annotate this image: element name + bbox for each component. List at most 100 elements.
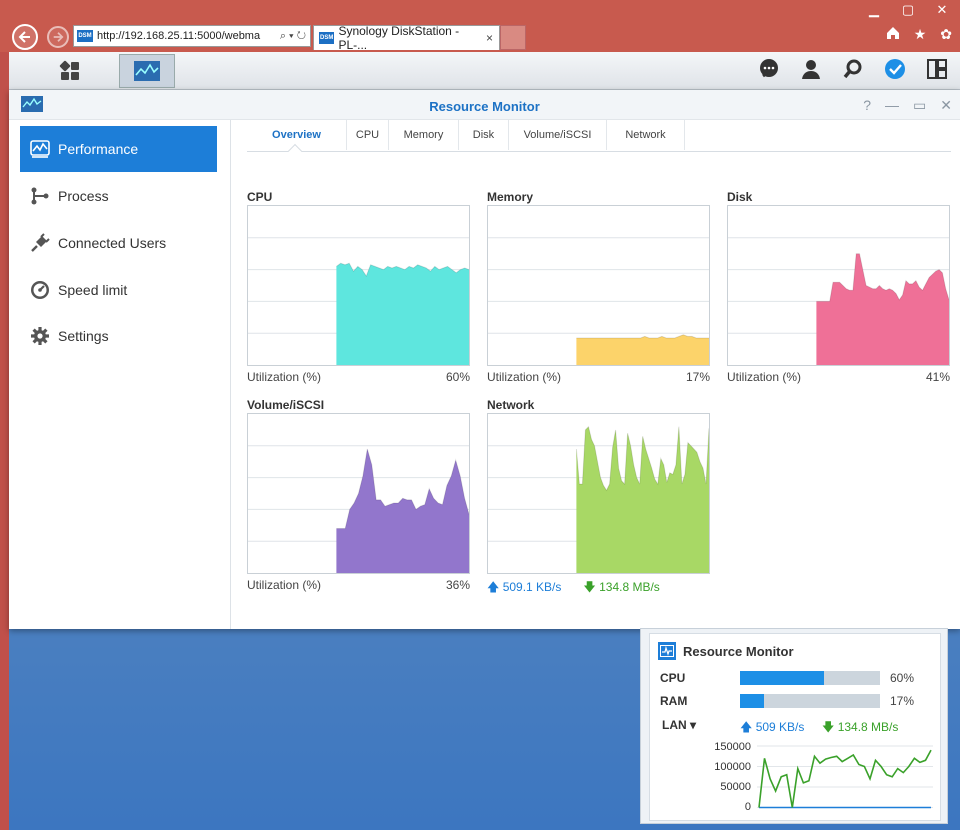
sidebar-item-speed-limit[interactable]: Speed limit xyxy=(20,267,217,313)
performance-icon xyxy=(30,139,50,159)
sidebar-item-settings[interactable]: Settings xyxy=(20,313,217,359)
widget-lan-chart xyxy=(757,745,933,809)
upload-arrow-icon: 🡅 xyxy=(487,580,500,594)
home-icon[interactable] xyxy=(886,26,900,43)
widget-lan-dropdown[interactable]: LAN ▾ xyxy=(662,718,697,732)
user-icon[interactable] xyxy=(800,58,822,80)
browser-close-button[interactable]: ✕ xyxy=(936,2,948,17)
sidebar: Performance Process Connected Users Spee… xyxy=(9,120,231,629)
utilization-area xyxy=(576,426,709,573)
widget-axis-label: 50000 xyxy=(720,781,751,793)
tab-close-icon[interactable]: × xyxy=(485,31,493,45)
sidebar-item-process[interactable]: Process xyxy=(20,173,217,219)
widget-cpu-bar xyxy=(740,671,880,685)
address-search-refresh-icons[interactable]: ⌕ ▾ ↻ xyxy=(279,29,306,42)
network-upload: 🡅 509.1 KB/s xyxy=(487,578,561,599)
minimize-button[interactable]: — xyxy=(885,97,900,113)
tab-volume-iscsi[interactable]: Volume/iSCSI xyxy=(509,120,607,150)
tab-memory[interactable]: Memory xyxy=(389,120,459,150)
widget-download-arrow-icon: 🡇 xyxy=(822,720,835,734)
widget-lan-download-value: 134.8 MB/s xyxy=(837,720,899,734)
close-button[interactable]: ✕ xyxy=(940,97,952,113)
download-arrow-icon: 🡇 xyxy=(583,580,596,594)
utilization-area xyxy=(336,263,469,365)
process-icon xyxy=(30,186,50,206)
sidebar-label-settings: Settings xyxy=(58,328,109,344)
taskbar-resource-monitor-button[interactable] xyxy=(119,54,175,88)
browser-maximize-button[interactable]: ▢ xyxy=(901,2,915,17)
browser-tab-title: Synology DiskStation - PL-... xyxy=(338,24,460,52)
back-arrow-icon xyxy=(18,31,30,43)
network-title: Network xyxy=(487,398,535,412)
widget-cpu-value: 60% xyxy=(890,671,915,685)
utilization-line xyxy=(336,262,469,278)
window-app-icon xyxy=(21,96,43,117)
cpu-title: CPU xyxy=(247,190,273,204)
speedometer-icon xyxy=(30,280,50,300)
new-tab-button[interactable] xyxy=(500,25,526,50)
tab-cpu[interactable]: CPU xyxy=(347,120,389,150)
network-download-value: 134.8 MB/s xyxy=(599,580,660,594)
utilization-line xyxy=(336,448,469,529)
network-download: 🡇 134.8 MB/s xyxy=(583,578,659,599)
dsm-help-icon[interactable] xyxy=(884,58,906,80)
address-bar[interactable]: DSM http://192.168.25.11:5000/webma ⌕ ▾ … xyxy=(73,25,311,47)
tab-network[interactable]: Network xyxy=(607,120,685,150)
window-title: Resource Monitor xyxy=(429,99,540,114)
tab-overview[interactable]: Overview xyxy=(247,120,347,150)
sidebar-item-performance[interactable]: Performance xyxy=(20,126,217,172)
widget-axis-label: 100000 xyxy=(714,761,751,773)
widget-title-text: Resource Monitor xyxy=(683,643,794,659)
network-chart xyxy=(487,413,710,574)
forward-arrow-icon xyxy=(53,32,64,42)
network-footer: 🡅 509.1 KB/s 🡇 134.8 MB/s xyxy=(487,578,710,599)
widget-ram-bar xyxy=(740,694,880,708)
memory-utilization-value: 17% xyxy=(685,370,710,384)
disk-utilization-value: 41% xyxy=(925,370,950,384)
chat-icon[interactable] xyxy=(758,58,780,80)
disk-utilization-label: Utilization (%) xyxy=(727,370,802,384)
maximize-button[interactable]: ▭ xyxy=(913,97,927,113)
favorites-star-icon[interactable]: ★ xyxy=(913,26,927,42)
widget-cpu-label: CPU xyxy=(660,671,686,685)
volume-utilization-label: Utilization (%) xyxy=(247,578,322,592)
back-button[interactable] xyxy=(12,24,38,50)
settings-gear-icon xyxy=(30,326,50,346)
widget-title[interactable]: Resource Monitor xyxy=(658,642,794,660)
window-controls: ? — ▭ ✕ xyxy=(863,97,952,114)
widget-body: Resource Monitor CPU 60% RAM 17% LAN ▾ 🡅… xyxy=(649,633,941,821)
browser-actions: ★ ✿ xyxy=(886,26,952,43)
sidebar-label-connected-users: Connected Users xyxy=(58,235,167,251)
disk-footer: Utilization (%) 41% xyxy=(727,370,950,384)
tab-favicon-icon: DSM xyxy=(319,32,335,44)
memory-chart xyxy=(487,205,710,366)
browser-minimize-button[interactable]: ▁ xyxy=(869,2,879,17)
tools-gear-icon[interactable]: ✿ xyxy=(940,26,952,42)
widget-resource-monitor-icon xyxy=(658,642,676,660)
volume-title: Volume/iSCSI xyxy=(247,398,325,412)
browser-window-controls: ▁ ▢ ✕ xyxy=(864,2,952,18)
window-titlebar[interactable]: Resource Monitor ? — ▭ ✕ xyxy=(9,90,960,120)
widget-ram-value: 17% xyxy=(890,694,915,708)
sidebar-label-process: Process xyxy=(58,188,109,204)
widget-cpu-bar-fill xyxy=(740,671,824,685)
cpu-footer: Utilization (%) 60% xyxy=(247,370,470,384)
browser-tab-dsm[interactable]: DSM Synology DiskStation - PL-... × xyxy=(313,24,500,52)
sidebar-item-connected-users[interactable]: Connected Users xyxy=(20,220,217,266)
dsm-favicon-icon: DSM xyxy=(77,30,93,42)
tab-disk[interactable]: Disk xyxy=(459,120,509,150)
cpu-chart xyxy=(247,205,470,366)
dsm-taskbar xyxy=(9,52,960,90)
network-upload-value: 509.1 KB/s xyxy=(502,580,562,594)
memory-title: Memory xyxy=(487,190,534,204)
disk-title: Disk xyxy=(727,190,753,204)
volume-chart xyxy=(247,413,470,574)
utilization-area xyxy=(576,334,709,365)
help-button[interactable]: ? xyxy=(863,97,872,113)
utilization-area xyxy=(816,253,949,365)
main-menu-button[interactable] xyxy=(27,54,113,88)
widget-lan-upload-value: 509 KB/s xyxy=(755,720,805,734)
search-icon[interactable] xyxy=(842,58,864,80)
forward-button[interactable] xyxy=(47,26,69,48)
widgets-icon[interactable] xyxy=(926,58,948,80)
